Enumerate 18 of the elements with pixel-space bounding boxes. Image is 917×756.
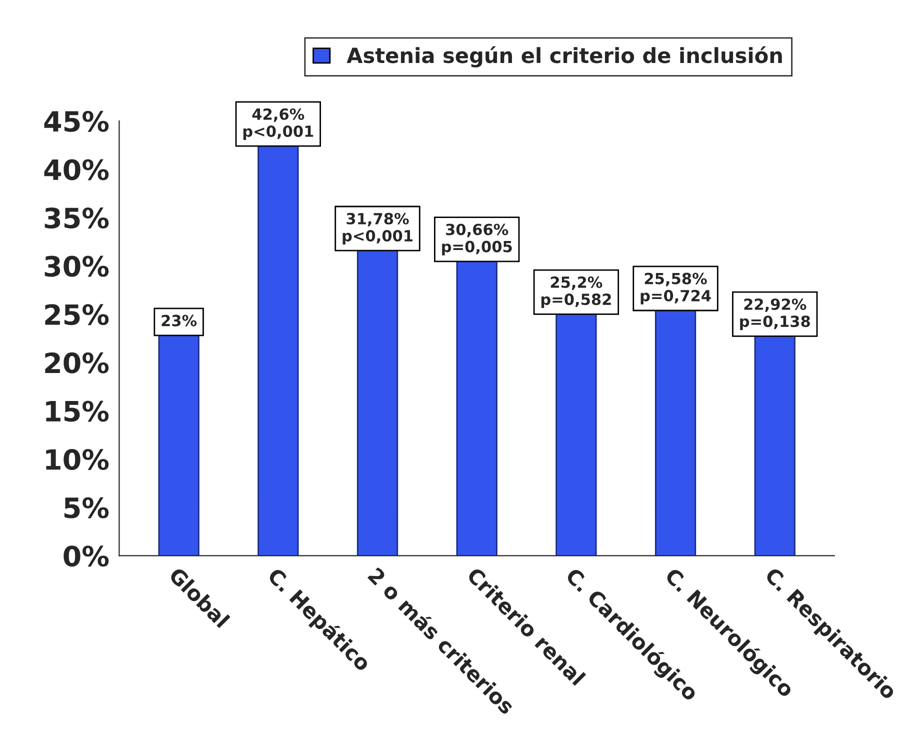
data-label: 31,78% p<0,001 bbox=[342, 212, 412, 244]
y-tick-label: 40% bbox=[44, 159, 109, 180]
data-label: 42,6% p<0,001 bbox=[243, 108, 314, 140]
data-label: 22,92% p=0,138 bbox=[740, 298, 810, 330]
y-tick-label: 20% bbox=[45, 352, 109, 374]
y-tick-label: 5% bbox=[64, 497, 109, 518]
y-tick-label: 25% bbox=[45, 304, 109, 326]
y-tick-label: 10% bbox=[46, 448, 109, 470]
y-tick-label: 0% bbox=[64, 546, 109, 567]
y-tick-label: 30% bbox=[44, 256, 109, 277]
data-label: 25,2% p=0,582 bbox=[541, 276, 611, 308]
data-label: 30,66% p=0,005 bbox=[442, 224, 512, 256]
data-label: 23% bbox=[162, 314, 197, 326]
y-tick-label: 15% bbox=[46, 400, 109, 422]
y-tick-label: 45% bbox=[44, 110, 109, 132]
legend-label: Astenia según el criterio de inclusión bbox=[346, 46, 782, 68]
y-tick-label: 35% bbox=[44, 207, 109, 229]
data-label: 25,58% p=0,724 bbox=[640, 272, 711, 304]
